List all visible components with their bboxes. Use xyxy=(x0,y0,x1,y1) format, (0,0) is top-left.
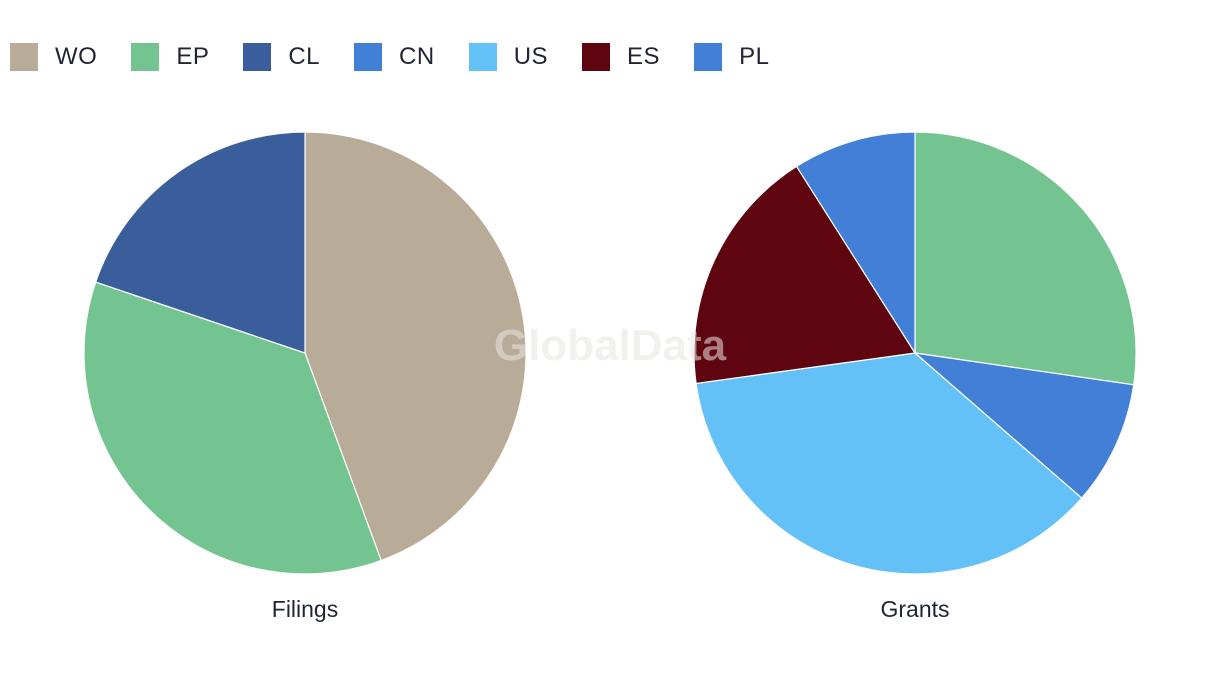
pie-slice-filings-cl[interactable] xyxy=(94,131,306,354)
legend-label-cl: CL xyxy=(288,43,321,70)
legend-item-us[interactable]: US xyxy=(468,43,549,71)
legend-item-ep[interactable]: EP xyxy=(131,43,209,71)
legend-swatch-cn xyxy=(354,43,383,71)
legend-swatch-us xyxy=(468,43,497,71)
pie-slice-grants-es[interactable] xyxy=(693,165,917,385)
pie-title-grants: Grants xyxy=(880,596,949,622)
legend-label-cn: CN xyxy=(399,43,435,70)
legend-label-es: ES xyxy=(627,43,661,70)
legend-swatch-pl xyxy=(694,43,723,71)
legend-item-pl[interactable]: PL xyxy=(694,43,769,71)
pie-slice-grants-cn[interactable] xyxy=(913,352,1135,499)
pie-filings xyxy=(83,131,527,575)
legend-swatch-cl xyxy=(243,43,272,71)
legend-item-cl[interactable]: CL xyxy=(243,43,320,71)
pie-slice-grants-pl[interactable] xyxy=(795,131,916,356)
legend-swatch-wo xyxy=(10,43,38,71)
legend-swatch-es xyxy=(582,43,611,71)
legend-swatch-ep xyxy=(131,43,160,71)
pie-title-filings: Filings xyxy=(272,596,338,622)
legend: WO EP CL CN US ES PL xyxy=(10,42,803,72)
legend-label-pl: PL xyxy=(739,43,770,70)
pie-grants xyxy=(693,131,1137,575)
pie-slice-filings-wo[interactable] xyxy=(304,131,527,562)
legend-item-wo[interactable]: WO xyxy=(10,43,97,71)
legend-item-es[interactable]: ES xyxy=(582,43,660,71)
legend-label-ep: EP xyxy=(176,43,210,70)
pie-slice-filings-ep[interactable] xyxy=(83,281,382,575)
watermark: GlobalData xyxy=(494,321,727,370)
legend-label-wo: WO xyxy=(55,43,98,70)
pie-slice-grants-ep[interactable] xyxy=(914,131,1137,386)
legend-label-us: US xyxy=(513,43,549,70)
pie-slice-grants-us[interactable] xyxy=(695,352,1083,575)
legend-item-cn[interactable]: CN xyxy=(354,43,435,71)
